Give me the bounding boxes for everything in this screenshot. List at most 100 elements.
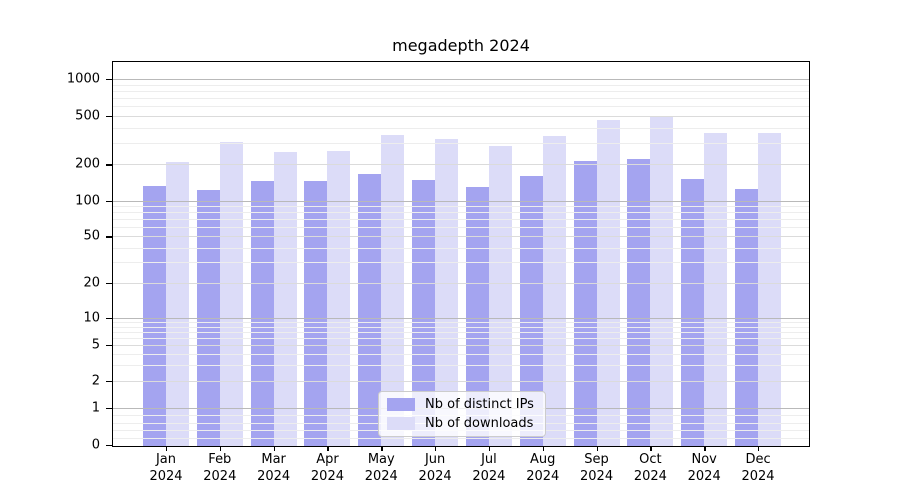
x-tick-label-jul: Jul 2024 (472, 452, 506, 484)
gridline-minor (112, 365, 810, 366)
x-tick-mark-jul (488, 447, 491, 451)
bar-nb-of-downloads-apr (327, 151, 351, 447)
x-tick-mark-mar (273, 447, 276, 451)
gridline-minor (112, 438, 810, 439)
y-tick-label-200: 200 (75, 156, 100, 172)
x-tick-mark-may (381, 447, 383, 451)
x-tick-label-jun: Jun 2024 (418, 452, 452, 484)
bar-nb-of-downloads-feb (219, 141, 243, 447)
bar-nb-of-downloads-may (381, 135, 405, 447)
y-tick-label-5: 5 (91, 337, 100, 353)
x-tick-mark-nov (704, 447, 706, 451)
y-tick-label-1: 1 (91, 400, 100, 416)
gridline-minor (112, 354, 810, 355)
x-tick-label-sep: Sep 2024 (580, 452, 614, 484)
bar-nb-of-downloads-nov (704, 133, 728, 447)
y-tick-label-50: 50 (83, 228, 100, 244)
y-tick-mark-2 (106, 380, 112, 383)
x-tick-label-apr: Apr 2024 (310, 452, 344, 484)
gridline-minor (112, 219, 810, 220)
y-tick-label-2: 2 (91, 373, 100, 389)
y-tick-mark-1000 (106, 79, 112, 81)
gridline-minor (112, 212, 810, 213)
bar-nb-of-distinct-ips-jul (465, 187, 489, 447)
x-tick-label-may: May 2024 (364, 452, 398, 484)
legend: Nb of distinct IPs Nb of downloads (378, 391, 546, 437)
gridline-100 (112, 201, 810, 202)
gridline-minor (112, 106, 810, 107)
gridline-minor (112, 262, 810, 263)
bar-nb-of-downloads-oct (650, 116, 674, 447)
y-tick-mark-100 (106, 201, 112, 203)
plot-frame (112, 61, 810, 447)
gridline-1000 (112, 79, 810, 80)
gridline-minor (112, 98, 810, 99)
legend-item-downloads: Nb of downloads (387, 416, 537, 431)
x-tick-label-dec: Dec 2024 (741, 452, 775, 484)
gridline-10 (112, 318, 810, 319)
bar-nb-of-distinct-ips-apr (304, 180, 328, 447)
y-tick-label-500: 500 (75, 108, 100, 124)
bar-nb-of-downloads-aug (542, 136, 566, 447)
gridline-500 (112, 116, 810, 117)
gridline-minor (112, 338, 810, 339)
gridline-minor (112, 206, 810, 207)
bar-nb-of-distinct-ips-sep (573, 160, 597, 447)
legend-label-downloads: Nb of downloads (425, 416, 534, 431)
gridline-minor (112, 128, 810, 129)
y-tick-mark-5 (106, 345, 112, 347)
legend-swatch-distinct-ips (387, 398, 415, 411)
y-tick-mark-500 (106, 115, 112, 118)
legend-label-distinct-ips: Nb of distinct IPs (425, 397, 534, 412)
x-tick-mark-aug (542, 447, 545, 451)
y-tick-label-20: 20 (83, 275, 100, 291)
chart-title: megadepth 2024 (392, 36, 530, 55)
y-tick-mark-10 (106, 318, 112, 320)
gridline-50 (112, 236, 810, 237)
bar-nb-of-downloads-jan (166, 162, 189, 447)
x-tick-label-oct: Oct 2024 (633, 452, 667, 484)
y-tick-label-100: 100 (75, 193, 100, 209)
gridline-minor (112, 327, 810, 328)
bar-nb-of-downloads-jun (435, 138, 459, 447)
bar-nb-of-distinct-ips-may (358, 174, 382, 447)
bar-nb-of-downloads-dec (758, 133, 782, 447)
bar-nb-of-downloads-jul (488, 145, 512, 447)
x-tick-mark-sep (596, 447, 598, 451)
y-tick-mark-1 (106, 408, 112, 410)
y-tick-label-10: 10 (83, 310, 100, 326)
x-tick-label-aug: Aug 2024 (526, 452, 560, 484)
gridline-minor (112, 227, 810, 228)
x-tick-mark-apr (327, 447, 329, 451)
x-tick-label-nov: Nov 2024 (687, 452, 721, 484)
y-tick-mark-50 (106, 236, 112, 238)
x-tick-mark-feb (219, 447, 222, 451)
x-tick-label-feb: Feb 2024 (203, 452, 237, 484)
y-tick-mark-200 (106, 164, 112, 166)
bar-nb-of-distinct-ips-jun (412, 179, 436, 447)
y-tick-label-1000: 1000 (66, 71, 100, 87)
x-tick-mark-jan (166, 447, 168, 451)
gridline-200 (112, 164, 810, 165)
x-tick-mark-dec (758, 447, 760, 451)
gridline-minor (112, 91, 810, 92)
bar-nb-of-distinct-ips-oct (627, 159, 651, 447)
y-tick-mark-20 (106, 282, 112, 285)
gridline-5 (112, 345, 810, 346)
gridline-minor (112, 143, 810, 144)
x-tick-label-mar: Mar 2024 (257, 452, 291, 484)
gridline-20 (112, 283, 810, 284)
bar-nb-of-downloads-mar (273, 152, 297, 447)
gridline-minor (112, 85, 810, 86)
bar-nb-of-distinct-ips-mar (250, 180, 274, 447)
gridline-minor (112, 248, 810, 249)
legend-swatch-downloads (387, 417, 415, 430)
gridline-minor (112, 322, 810, 323)
bar-nb-of-distinct-ips-nov (681, 179, 705, 447)
legend-item-distinct-ips: Nb of distinct IPs (387, 397, 537, 412)
gridline-2 (112, 381, 810, 382)
gridline-minor (112, 332, 810, 333)
bar-nb-of-distinct-ips-aug (519, 176, 543, 447)
y-tick-label-0: 0 (91, 437, 100, 453)
